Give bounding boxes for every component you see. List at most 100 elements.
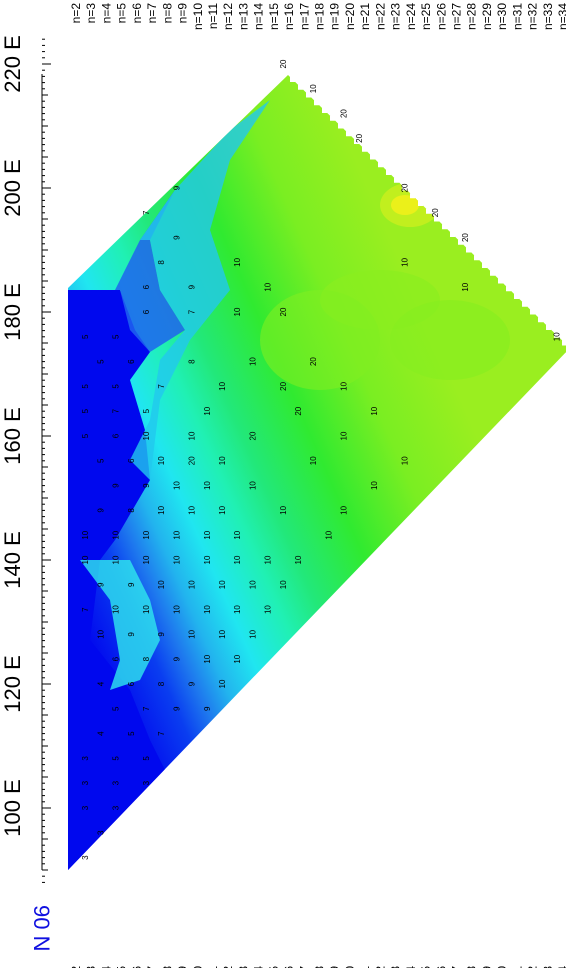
n-label-top: n=34 <box>556 3 566 30</box>
value-label: 9 <box>172 706 181 711</box>
value-label: 10 <box>248 357 257 366</box>
edge-step <box>522 301 527 307</box>
n-label-top: n=12 <box>221 3 235 30</box>
n-label-top: n=10 <box>191 3 205 30</box>
value-label: 5 <box>81 334 90 339</box>
value-label: 20 <box>279 59 288 68</box>
edge-step <box>290 77 295 82</box>
edge-step <box>474 255 479 261</box>
value-label: 10 <box>264 282 273 291</box>
value-label: 5 <box>112 334 121 339</box>
n-label-top: n=19 <box>328 3 342 30</box>
n-label-top: n=4 <box>99 3 113 24</box>
n-labels-top: n=2 n=3 n=4 n=5 n=6 n=7 n=8 n=9 n=10 n=11 n=12 n=13… <box>69 3 566 30</box>
value-label: 10 <box>552 332 561 341</box>
longitude-ticks: 100 E 120 E 140 E 160 E 180 E 200 E 220 E <box>0 35 51 883</box>
edge-step <box>506 286 511 292</box>
longitude-tick-label: 200 E <box>0 159 25 217</box>
value-label: 20 <box>279 307 288 316</box>
value-label: 5 <box>112 756 121 761</box>
value-label: 8 <box>127 508 136 513</box>
value-label: 10 <box>279 505 288 514</box>
value-label: 7 <box>157 384 166 389</box>
value-label: 5 <box>127 731 136 736</box>
value-label: 5 <box>142 756 151 761</box>
edge-step <box>180 759 185 765</box>
n-label-bottom: n=11 <box>206 966 220 968</box>
value-label: 5 <box>81 408 90 413</box>
value-label: 9 <box>172 235 181 240</box>
n-label-top: n=7 <box>145 3 159 24</box>
edge-step <box>490 270 495 276</box>
value-label: 8 <box>188 359 197 364</box>
n-label-top: n=30 <box>495 3 509 30</box>
value-label: 10 <box>203 555 212 564</box>
value-labels: 3 3 3 3 3 3 3 3 5 5 4 5 7 5 7 9 9 4 6 8 9 10 6 8 9 10 10 10 9 9 10 10 10… <box>81 59 561 860</box>
n-label-top: n=11 <box>206 3 220 29</box>
edge-step <box>322 108 327 113</box>
n-label-top: n=21 <box>358 3 372 30</box>
edge-step <box>196 744 201 750</box>
value-label: 10 <box>233 555 242 564</box>
value-label: 10 <box>309 84 318 93</box>
value-label: 10 <box>172 530 181 539</box>
edge-step <box>338 123 343 129</box>
value-label: 10 <box>188 629 197 638</box>
value-label: 10 <box>324 530 333 539</box>
value-label: 10 <box>233 307 242 316</box>
edge-step <box>220 720 225 726</box>
value-label: 20 <box>309 357 318 366</box>
value-label: 10 <box>218 679 227 688</box>
edge-step <box>434 216 439 222</box>
value-label: 8 <box>142 656 151 661</box>
n-label-bottom: n=7 <box>145 966 159 968</box>
value-label: 7 <box>142 706 151 711</box>
value-label: 20 <box>340 109 349 118</box>
edge-step <box>354 139 359 144</box>
edge-step <box>252 689 257 695</box>
longitude-axis: 100 E 120 E 140 E 160 E 180 E 200 E 220 E <box>0 35 51 883</box>
edge-step <box>402 185 407 191</box>
n-label-bottom: n=19 <box>328 966 342 968</box>
value-label: 10 <box>96 629 105 638</box>
n-label-bottom: n=14 <box>252 966 266 968</box>
value-label: 10 <box>294 555 303 564</box>
value-label: 5 <box>96 359 105 364</box>
edge-step <box>538 317 543 323</box>
edge-step <box>554 332 559 338</box>
value-label: 10 <box>188 580 197 589</box>
n-label-bottom: n=22 <box>373 966 387 968</box>
edge-step <box>386 170 391 175</box>
n-label-top: n=22 <box>373 3 387 30</box>
n-label-bottom: n=34 <box>556 966 566 968</box>
value-label: 10 <box>157 580 166 589</box>
value-label: 20 <box>248 431 257 440</box>
value-label: 20 <box>400 183 409 192</box>
n-label-bottom: n=24 <box>404 966 418 968</box>
value-label: 9 <box>96 582 105 587</box>
edge-step <box>164 775 169 781</box>
edge-step <box>546 325 551 330</box>
value-label: 10 <box>248 580 257 589</box>
edge-step <box>306 92 311 98</box>
n-label-bottom: n=17 <box>297 966 311 968</box>
value-label: 10 <box>461 282 470 291</box>
value-label: 10 <box>279 580 288 589</box>
hotspot-4 <box>260 290 380 390</box>
edge-step <box>394 177 399 183</box>
value-label: 10 <box>157 505 166 514</box>
n-label-bottom: n=23 <box>389 966 403 968</box>
value-label: 5 <box>81 384 90 389</box>
longitude-tick-label: 140 E <box>0 531 25 589</box>
value-label: 9 <box>172 185 181 190</box>
edge-step <box>458 239 463 245</box>
value-label: 3 <box>81 756 90 761</box>
value-label: 10 <box>248 481 257 490</box>
value-label: 10 <box>248 629 257 638</box>
value-label: 8 <box>157 681 166 686</box>
value-label: 10 <box>218 629 227 638</box>
value-label: 10 <box>112 530 121 539</box>
value-label: 10 <box>309 456 318 465</box>
value-label: 7 <box>157 731 166 736</box>
value-label: 5 <box>96 458 105 463</box>
